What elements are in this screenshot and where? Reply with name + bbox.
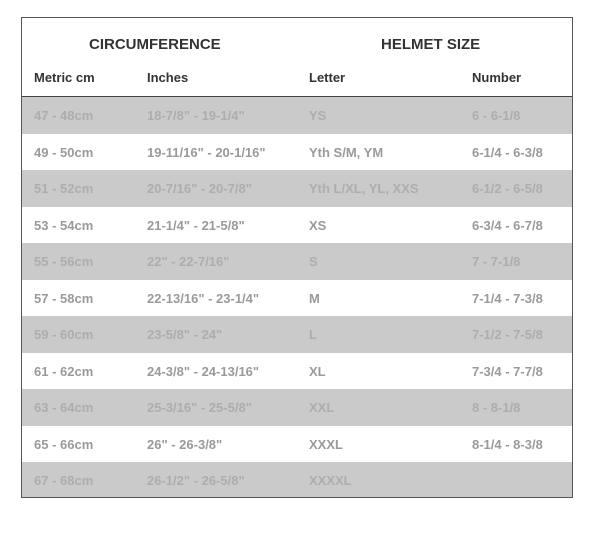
number-cell: 6-3/4 - 6-7/8 bbox=[472, 217, 543, 233]
metric-cell: 59 - 60cm bbox=[34, 327, 94, 342]
letter-cell: Yth L/XL, YL, XXS bbox=[309, 181, 419, 196]
table-row: 55 - 56cm 22" - 22-7/16" S 7 - 7-1/8 bbox=[22, 243, 572, 280]
inches-cell: 26-1/2" - 26-5/8" bbox=[147, 473, 245, 488]
letter-cell: Yth S/M, YM bbox=[309, 144, 384, 160]
inches-cell: 21-1/4" - 21-5/8" bbox=[147, 217, 245, 233]
table-row: 49 - 50cm 19-11/16" - 20-1/16" Yth S/M, YM… bbox=[22, 133, 572, 170]
size-chart-table: CIRCUMFERENCE HELMET SIZE Metric cm Inch… bbox=[21, 17, 573, 498]
number-cell: 6-1/2 - 6-5/8 bbox=[472, 181, 543, 196]
number-cell: 7-3/4 - 7-7/8 bbox=[472, 363, 543, 379]
letter-cell: XL bbox=[309, 363, 326, 379]
column-header-inches: Inches bbox=[147, 70, 189, 85]
metric-cell: 61 - 62cm bbox=[34, 363, 94, 379]
inches-cell: 22" - 22-7/16" bbox=[147, 254, 230, 269]
inches-cell: 22-13/16" - 23-1/4" bbox=[147, 290, 260, 306]
circumference-heading: CIRCUMFERENCE bbox=[89, 36, 221, 53]
number-cell: 7 - 7-1/8 bbox=[472, 254, 521, 269]
number-cell: 6-1/4 - 6-3/8 bbox=[472, 144, 543, 160]
table-row: 47 - 48cm 18-7/8" - 19-1/4" YS 6 - 6-1/8 bbox=[22, 97, 572, 134]
letter-cell: XXL bbox=[309, 400, 335, 415]
table-row: 61 - 62cm 24-3/8" - 24-13/16" XL 7-3/4 - 7-… bbox=[22, 352, 572, 389]
number-cell: 8 - 8-1/8 bbox=[472, 400, 521, 415]
letter-cell: S bbox=[309, 254, 318, 269]
metric-cell: 63 - 64cm bbox=[34, 400, 94, 415]
table-row: 67 - 68cm 26-1/2" - 26-5/8" XXXXL bbox=[22, 462, 572, 497]
number-cell: 7-1/2 - 7-5/8 bbox=[472, 327, 543, 342]
inches-cell: 20-7/16" - 20-7/8" bbox=[147, 181, 252, 196]
inches-cell: 26" - 26-3/8" bbox=[147, 436, 223, 452]
metric-cell: 47 - 48cm bbox=[34, 108, 94, 123]
inches-cell: 19-11/16" - 20-1/16" bbox=[147, 144, 266, 160]
number-cell: 7-1/4 - 7-3/8 bbox=[472, 290, 543, 306]
letter-cell: L bbox=[309, 327, 317, 342]
table-row: 59 - 60cm 23-5/8" - 24" L 7-1/2 - 7-5/8 bbox=[22, 316, 572, 353]
table-row: 65 - 66cm 26" - 26-3/8" XXXL 8-1/4 - 8-3/8 bbox=[22, 425, 572, 462]
inches-cell: 25-3/16" - 25-5/8" bbox=[147, 400, 252, 415]
column-header-letter: Letter bbox=[309, 70, 346, 85]
metric-cell: 55 - 56cm bbox=[34, 254, 94, 269]
table-row: 53 - 54cm 21-1/4" - 21-5/8" XS 6-3/4 - 6-7/… bbox=[22, 206, 572, 243]
letter-cell: XXXL bbox=[309, 436, 343, 452]
column-header-number: Number bbox=[472, 70, 522, 85]
metric-cell: 65 - 66cm bbox=[34, 436, 94, 452]
inches-cell: 18-7/8" - 19-1/4" bbox=[147, 108, 245, 123]
metric-cell: 57 - 58cm bbox=[34, 290, 94, 306]
column-header-metric: Metric cm bbox=[34, 70, 95, 85]
letter-cell: XXXXL bbox=[309, 473, 352, 488]
letter-cell: M bbox=[309, 290, 320, 306]
metric-cell: 49 - 50cm bbox=[34, 144, 94, 160]
number-cell: 8-1/4 - 8-3/8 bbox=[472, 436, 543, 452]
inches-cell: 23-5/8" - 24" bbox=[147, 327, 223, 342]
table-row: 51 - 52cm 20-7/16" - 20-7/8" Yth L/XL, YL,… bbox=[22, 170, 572, 207]
number-cell: 6 - 6-1/8 bbox=[472, 108, 521, 123]
table-row: 63 - 64cm 25-3/16" - 25-5/8" XXL 8 - 8-1/8 bbox=[22, 389, 572, 426]
table-row: 57 - 58cm 22-13/16" - 23-1/4" M 7-1/4 - 7-3… bbox=[22, 279, 572, 316]
table-body: 47 - 48cm 18-7/8" - 19-1/4" YS 6 - 6-1/8 49 … bbox=[22, 97, 572, 497]
letter-cell: YS bbox=[309, 108, 327, 123]
metric-cell: 53 - 54cm bbox=[34, 217, 94, 233]
metric-cell: 67 - 68cm bbox=[34, 473, 94, 488]
header-divider bbox=[22, 96, 572, 97]
inches-cell: 24-3/8" - 24-13/16" bbox=[147, 363, 260, 379]
helmet-size-heading: HELMET SIZE bbox=[381, 36, 481, 53]
metric-cell: 51 - 52cm bbox=[34, 181, 94, 196]
letter-cell: XS bbox=[309, 217, 327, 233]
